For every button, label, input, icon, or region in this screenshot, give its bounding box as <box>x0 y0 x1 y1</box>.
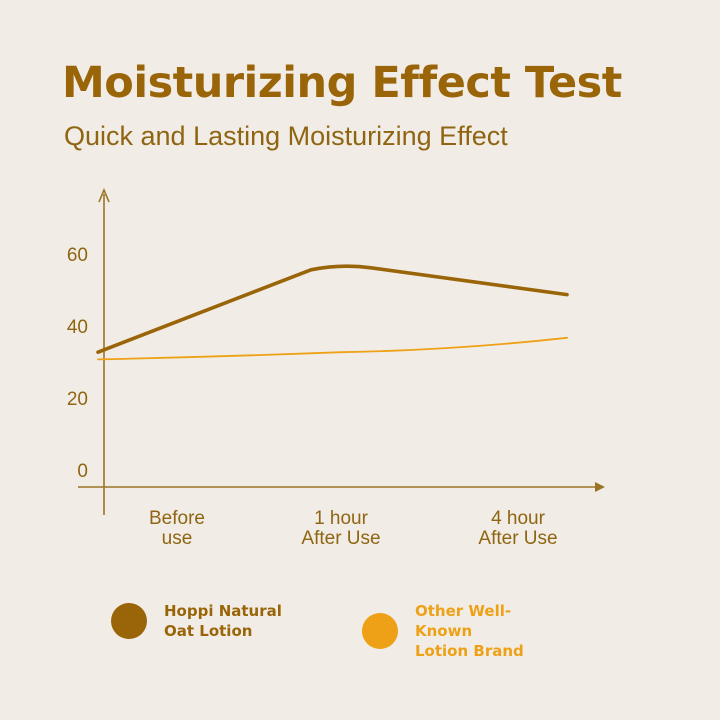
chart-subtitle: Quick and Lasting Moisturizing Effect <box>64 121 508 151</box>
legend-label-line: Other Well-Known <box>415 602 512 640</box>
legend-label-line: Hoppi Natural <box>164 602 282 620</box>
x-tick-label: use <box>162 528 193 549</box>
series-line <box>96 264 569 354</box>
x-tick-label: Before <box>149 508 205 529</box>
legend-item-other-brand: Other Well-Known Lotion Brand <box>362 601 565 661</box>
y-tick-label: 40 <box>67 317 88 338</box>
legend-swatch-other-brand <box>362 613 398 649</box>
y-tick-label: 60 <box>67 245 88 266</box>
x-tick-label: 1 hour <box>314 508 369 529</box>
legend-label-other-brand: Other Well-Known Lotion Brand <box>415 601 565 661</box>
legend-item-hoppi: Hoppi Natural Oat Lotion <box>111 601 314 641</box>
series-line <box>97 336 568 361</box>
x-axis-arrow <box>595 482 605 492</box>
x-tick-label: After Use <box>478 528 557 549</box>
legend-label-line: Lotion Brand <box>415 642 524 660</box>
chart-title: Moisturizing Effect Test <box>62 58 622 108</box>
legend-swatch-hoppi <box>111 603 147 639</box>
x-tick-label: 4 hour <box>491 508 546 529</box>
legend-label-hoppi: Hoppi Natural Oat Lotion <box>164 601 314 641</box>
y-axis-arrow <box>98 187 110 203</box>
x-tick-label: After Use <box>301 528 380 549</box>
y-tick-label: 20 <box>67 389 88 410</box>
legend-label-line: Oat Lotion <box>164 622 253 640</box>
y-tick-label: 0 <box>77 461 88 482</box>
